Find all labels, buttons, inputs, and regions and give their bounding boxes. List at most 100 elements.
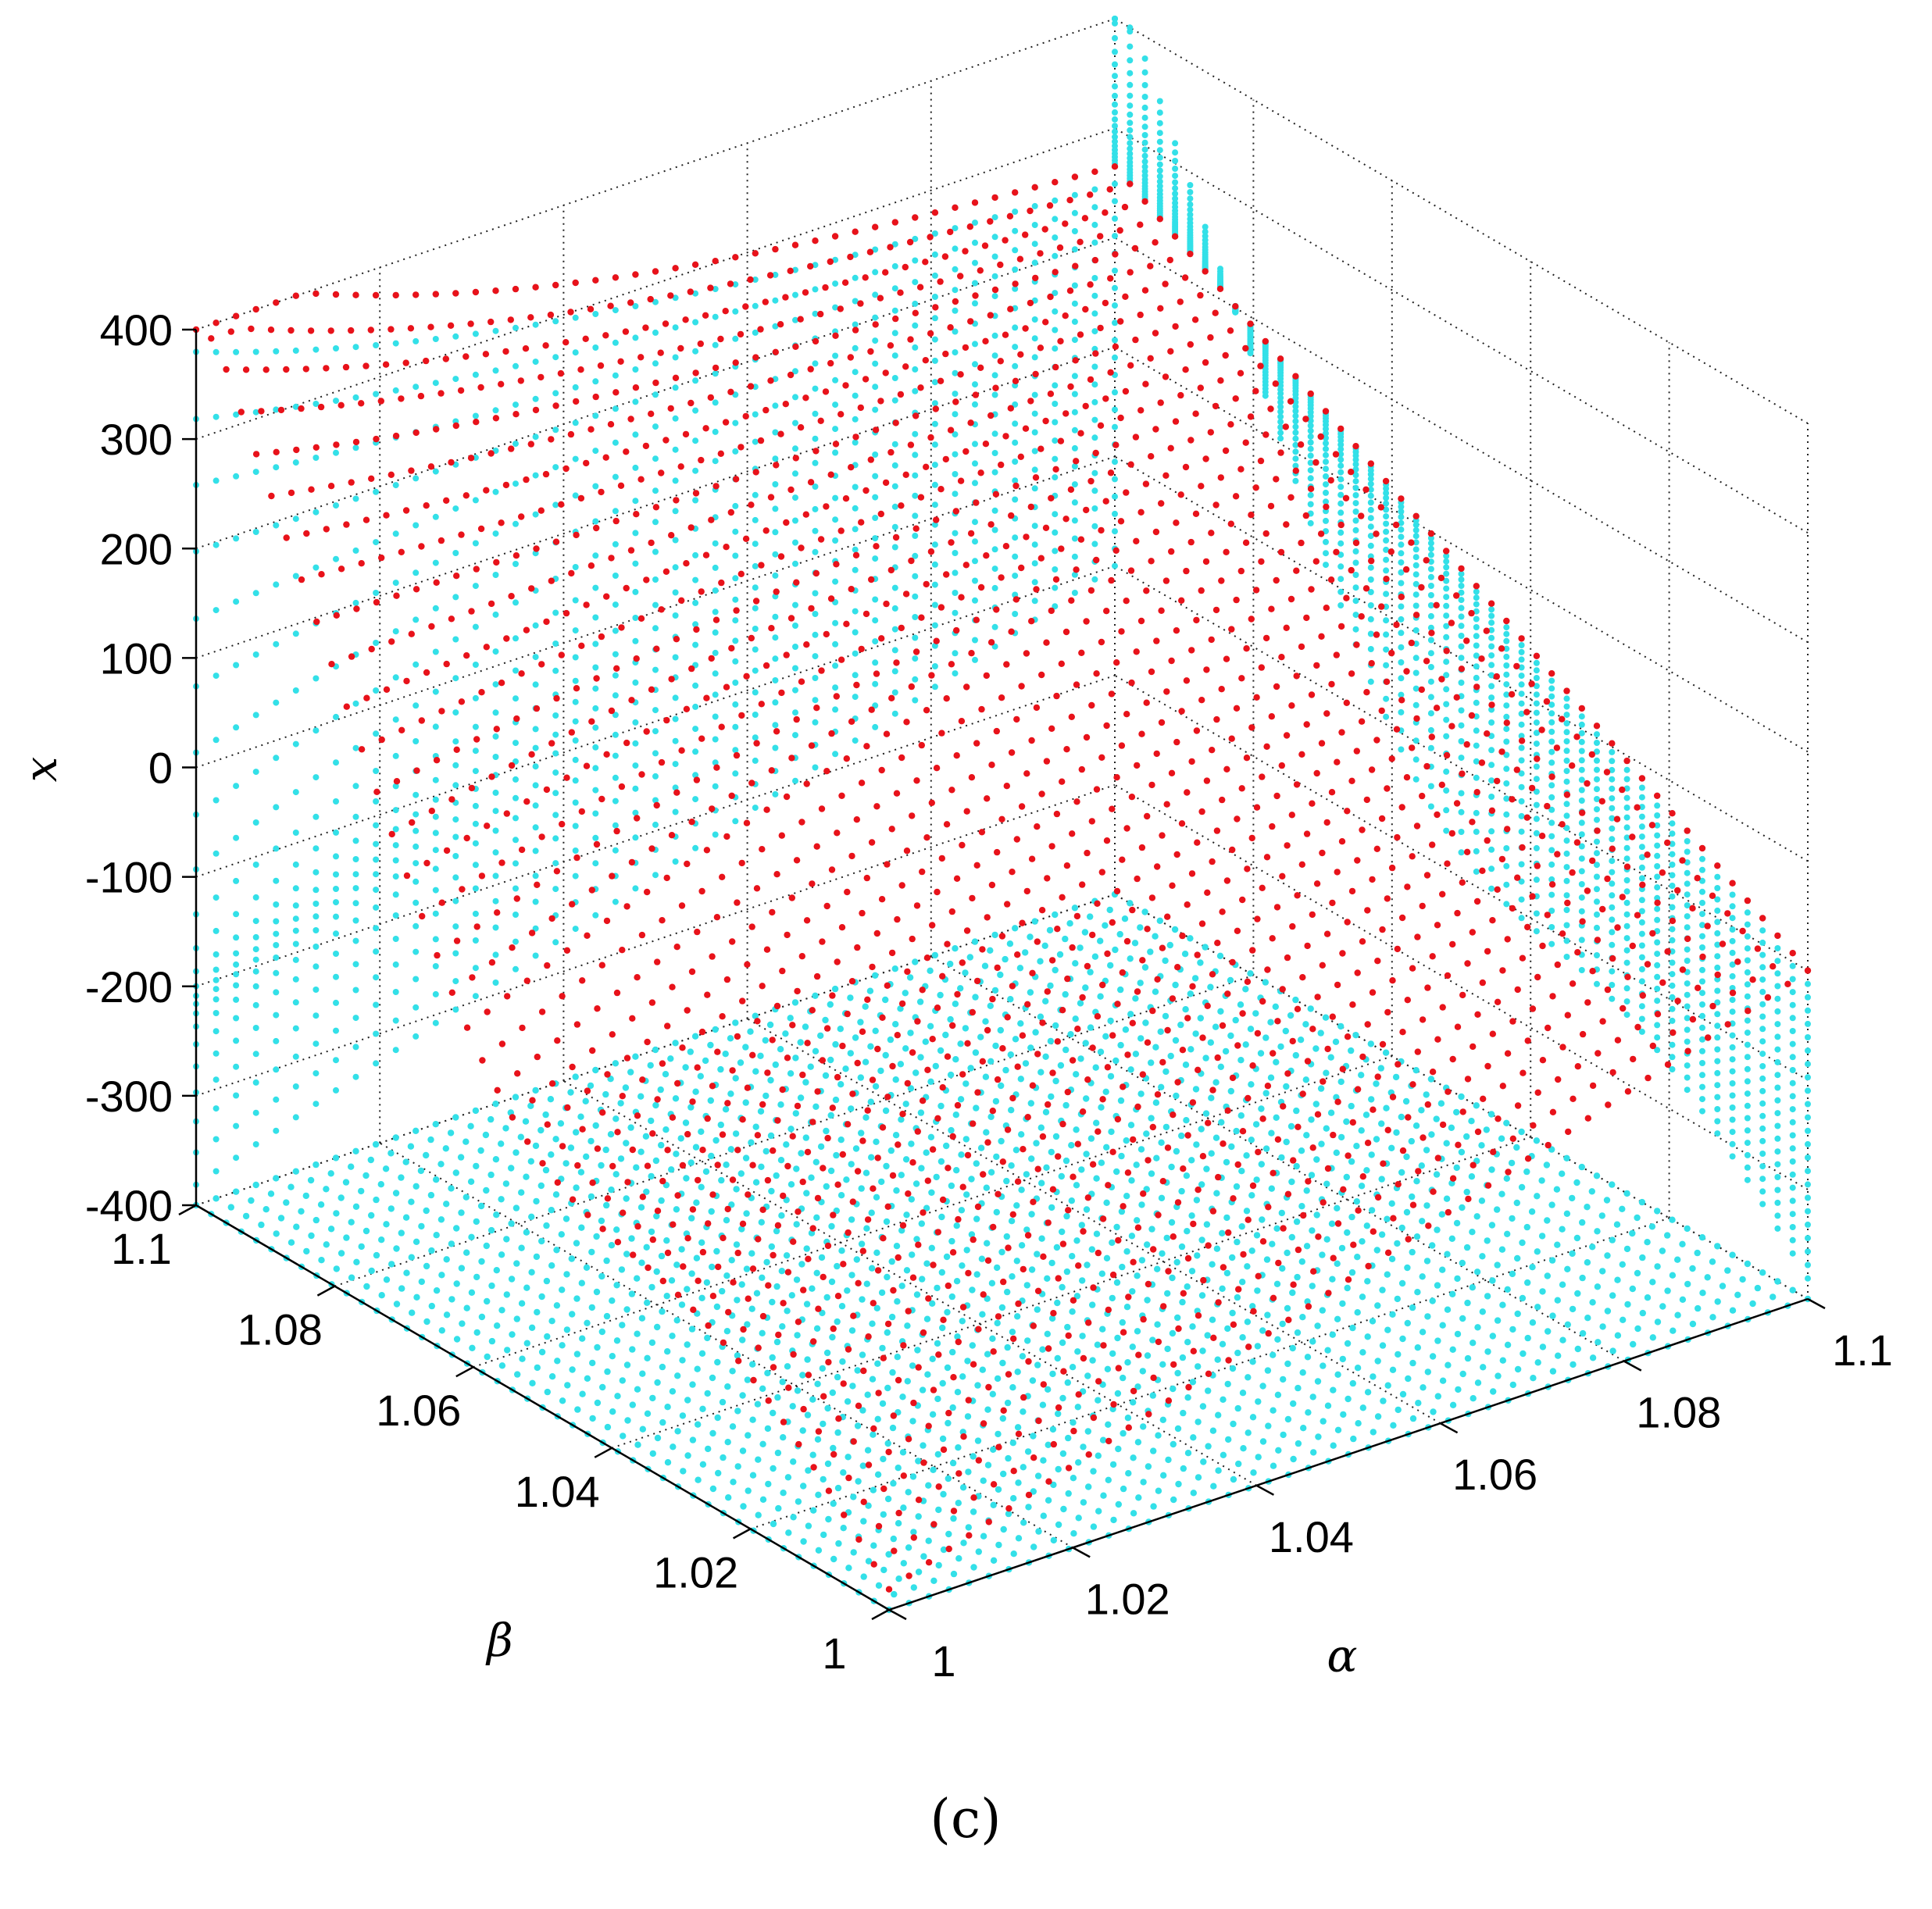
cyan-point: [1744, 1176, 1751, 1183]
cyan-point: [532, 744, 539, 751]
cyan-point: [1714, 896, 1721, 903]
cyan-point: [1443, 787, 1450, 794]
cyan-point: [512, 885, 519, 892]
cyan-point: [991, 450, 998, 456]
cyan-point: [1070, 1530, 1077, 1537]
cyan-point: [792, 394, 798, 401]
cyan-point: [1187, 935, 1194, 942]
red-point: [543, 786, 551, 794]
cyan-point: [1488, 634, 1495, 641]
cyan-point: [1257, 1050, 1265, 1057]
cyan-point: [1453, 1164, 1460, 1172]
cyan-point: [592, 378, 599, 385]
cyan-point: [532, 782, 539, 789]
cyan-point: [604, 1423, 612, 1431]
cyan-point: [1638, 864, 1645, 871]
cyan-point: [1805, 1087, 1811, 1094]
red-point: [759, 1312, 767, 1320]
cyan-point: [1759, 1201, 1766, 1208]
cyan-point: [1654, 884, 1661, 891]
cyan-point: [1069, 1364, 1077, 1371]
cyan-point: [1348, 1213, 1355, 1221]
cyan-point: [233, 1092, 240, 1099]
cyan-point: [1037, 958, 1044, 965]
cyan-point: [1066, 920, 1073, 927]
cyan-point: [683, 1175, 690, 1182]
cyan-point: [612, 339, 619, 346]
cyan-point: [1623, 805, 1630, 811]
cyan-point: [891, 584, 898, 591]
cyan-point: [1427, 678, 1434, 685]
cyan-point: [827, 1167, 835, 1175]
cyan-point: [403, 1269, 410, 1276]
red-point: [885, 1586, 893, 1593]
cyan-point: [672, 384, 679, 391]
cyan-point: [807, 1063, 814, 1070]
cyan-point: [523, 1229, 530, 1236]
cyan-point: [492, 789, 499, 796]
cyan-point: [998, 1304, 1006, 1311]
cyan-point: [1134, 1272, 1141, 1279]
cyan-point: [1518, 642, 1525, 648]
cyan-point: [931, 481, 938, 488]
cyan-point: [607, 1131, 615, 1138]
cyan-point: [292, 687, 299, 694]
cyan-point: [1349, 1379, 1357, 1387]
cyan-point: [1774, 1110, 1781, 1117]
cyan-point: [1538, 1233, 1546, 1240]
cyan-point: [909, 1473, 917, 1480]
cyan-point: [1744, 1090, 1751, 1097]
cyan-point: [352, 1147, 359, 1155]
cyan-point: [1139, 1368, 1147, 1375]
cyan-point: [952, 530, 959, 537]
cyan-point: [1669, 982, 1676, 989]
cyan-point: [880, 1566, 887, 1574]
cyan-point: [1298, 1258, 1306, 1265]
cyan-point: [1684, 913, 1691, 920]
cyan-point: [1352, 484, 1359, 491]
cyan-point: [392, 912, 399, 919]
cyan-point: [472, 802, 479, 809]
cyan-point: [972, 401, 978, 408]
red-point: [458, 698, 466, 705]
cyan-point: [857, 1019, 864, 1026]
red-point: [679, 1044, 686, 1051]
cyan-point: [752, 757, 759, 764]
cyan-point: [1623, 998, 1630, 1005]
cyan-point: [1068, 1197, 1076, 1204]
cyan-point: [428, 1247, 435, 1254]
cyan-point: [929, 1355, 936, 1363]
cyan-point: [792, 539, 798, 546]
cyan-point: [1077, 1000, 1084, 1007]
red-point: [780, 1300, 787, 1307]
cyan-point: [432, 776, 439, 783]
cyan-point: [1227, 1032, 1234, 1040]
cyan-point: [1215, 1411, 1222, 1418]
red-point: [629, 1146, 636, 1154]
cyan-point: [812, 459, 819, 466]
red-point: [639, 1076, 646, 1083]
cyan-point: [739, 1336, 746, 1343]
red-point: [990, 1481, 998, 1488]
cyan-point: [578, 1224, 585, 1231]
red-point: [483, 644, 490, 651]
cyan-point: [858, 1129, 865, 1136]
cyan-point: [1169, 1274, 1176, 1282]
cyan-point: [1774, 1161, 1781, 1168]
cyan-point: [966, 954, 974, 961]
cyan-point: [1130, 1399, 1137, 1406]
red-point: [980, 1291, 987, 1298]
cyan-point: [1202, 1110, 1210, 1117]
cyan-point: [1277, 399, 1284, 405]
red-point: [463, 834, 470, 842]
cyan-point: [1453, 1219, 1461, 1227]
cyan-point: [792, 517, 798, 524]
cyan-point: [1158, 1139, 1165, 1147]
red-point: [428, 623, 435, 630]
red-point: [479, 1057, 486, 1064]
cyan-point: [292, 1168, 299, 1175]
red-point: [704, 991, 711, 998]
cyan-point: [772, 505, 779, 512]
cyan-point: [472, 820, 479, 827]
cyan-point: [1674, 1311, 1681, 1318]
